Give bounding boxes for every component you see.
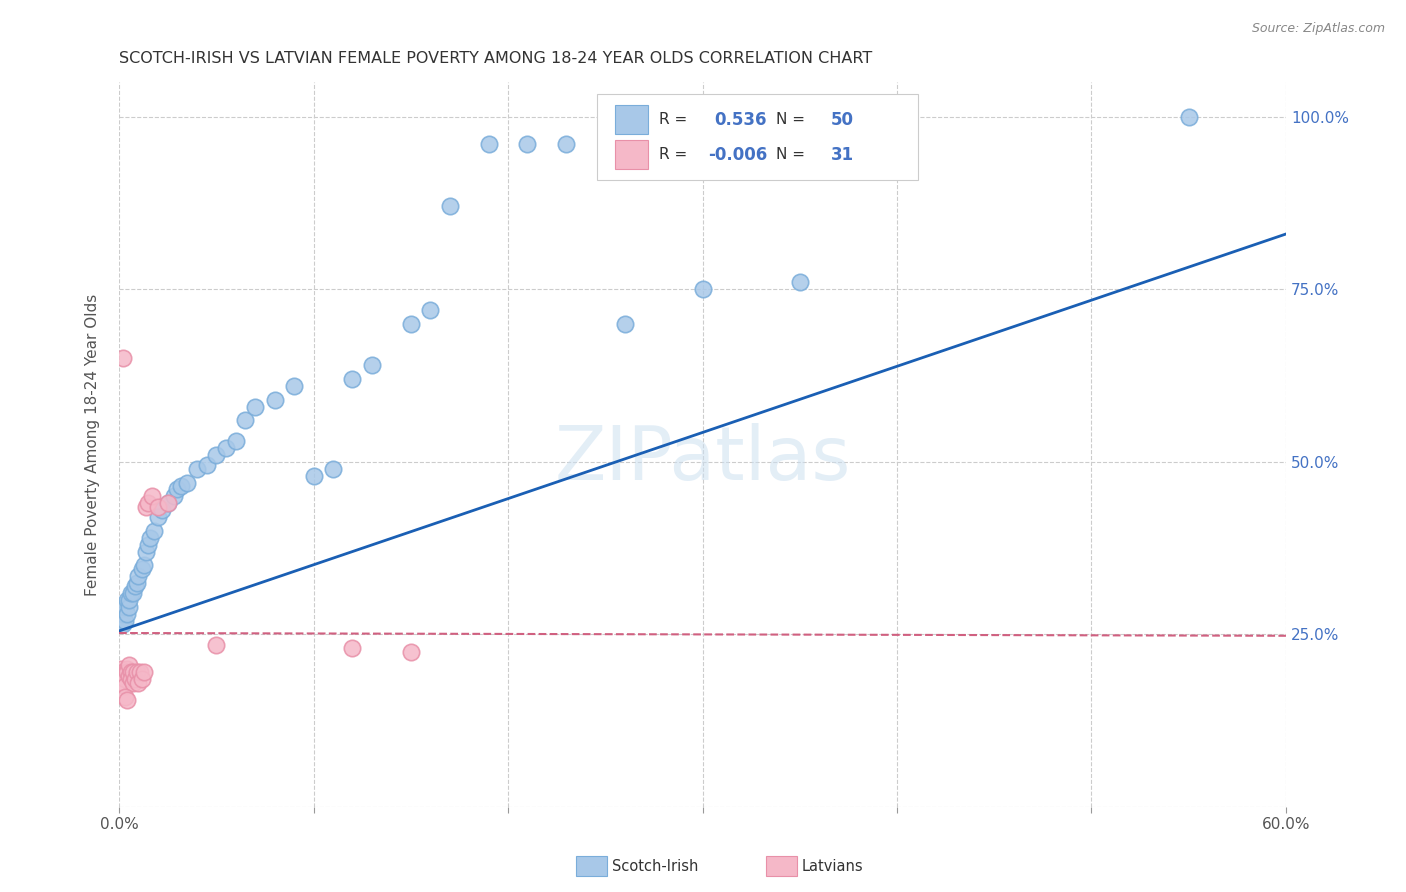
Point xyxy=(111,665,134,680)
Point xyxy=(115,662,138,676)
Point xyxy=(114,673,136,687)
Point xyxy=(118,658,141,673)
Point xyxy=(136,538,159,552)
Point xyxy=(121,665,143,680)
Point xyxy=(121,675,143,690)
Point xyxy=(120,673,142,687)
Point xyxy=(186,461,208,475)
Point xyxy=(613,317,636,331)
Point xyxy=(136,496,159,510)
Point xyxy=(110,669,132,683)
Point xyxy=(322,461,344,475)
Point xyxy=(342,641,364,656)
FancyBboxPatch shape xyxy=(598,95,918,180)
Point xyxy=(115,607,138,621)
Point xyxy=(162,489,184,503)
Text: 0.536: 0.536 xyxy=(714,111,766,128)
Text: R =: R = xyxy=(659,147,692,162)
Point xyxy=(135,544,157,558)
Point xyxy=(134,665,156,680)
Text: SCOTCH-IRISH VS LATVIAN FEMALE POVERTY AMONG 18-24 YEAR OLDS CORRELATION CHART: SCOTCH-IRISH VS LATVIAN FEMALE POVERTY A… xyxy=(120,51,872,66)
Point xyxy=(128,675,150,690)
Bar xyxy=(614,105,648,135)
Text: N =: N = xyxy=(776,147,810,162)
Point xyxy=(125,575,148,590)
Point xyxy=(439,199,461,213)
Point xyxy=(110,614,132,628)
Point xyxy=(115,593,138,607)
Point xyxy=(215,441,238,455)
Point xyxy=(789,276,811,290)
Y-axis label: Female Poverty Among 18-24 Year Olds: Female Poverty Among 18-24 Year Olds xyxy=(86,293,100,596)
Point xyxy=(135,500,157,514)
Text: 50: 50 xyxy=(831,111,853,128)
Point xyxy=(477,137,499,152)
Point xyxy=(120,665,142,680)
Point xyxy=(360,358,382,372)
Point xyxy=(121,586,143,600)
Point xyxy=(245,400,267,414)
Point xyxy=(120,586,142,600)
Point xyxy=(342,372,364,386)
Point xyxy=(419,302,441,317)
Point xyxy=(146,510,169,524)
Point xyxy=(124,579,146,593)
Point xyxy=(118,593,141,607)
Point xyxy=(146,500,169,514)
Point xyxy=(205,638,228,652)
Point xyxy=(110,662,132,676)
Point xyxy=(115,693,138,707)
Point xyxy=(131,673,153,687)
Point xyxy=(150,503,173,517)
Point xyxy=(225,434,247,449)
Point xyxy=(399,645,422,659)
Point xyxy=(195,458,218,473)
Point xyxy=(114,690,136,704)
Point xyxy=(302,468,325,483)
Point xyxy=(114,679,136,693)
Text: -0.006: -0.006 xyxy=(709,145,768,163)
Point xyxy=(263,392,285,407)
Point xyxy=(118,599,141,614)
Point xyxy=(235,413,257,427)
Text: Scotch-Irish: Scotch-Irish xyxy=(612,859,697,873)
Text: Latvians: Latvians xyxy=(801,859,863,873)
Point xyxy=(114,599,136,614)
Point xyxy=(156,496,179,510)
Point xyxy=(176,475,198,490)
Point xyxy=(111,351,134,366)
Point xyxy=(128,568,150,582)
Point xyxy=(111,607,134,621)
Point xyxy=(156,496,179,510)
Point xyxy=(516,137,538,152)
Point xyxy=(111,675,134,690)
Point xyxy=(143,524,166,538)
Point xyxy=(134,558,156,573)
Text: Source: ZipAtlas.com: Source: ZipAtlas.com xyxy=(1251,22,1385,36)
Point xyxy=(125,665,148,680)
Point xyxy=(131,562,153,576)
Point xyxy=(124,673,146,687)
Point xyxy=(129,665,152,680)
Point xyxy=(692,282,714,296)
Point xyxy=(283,379,305,393)
Point xyxy=(111,617,134,632)
Point xyxy=(170,479,193,493)
Text: ZIPatlas: ZIPatlas xyxy=(554,423,851,496)
Point xyxy=(166,483,188,497)
Point xyxy=(141,489,163,503)
Point xyxy=(115,665,138,680)
Point xyxy=(1177,110,1199,124)
Point xyxy=(555,137,578,152)
Text: N =: N = xyxy=(776,112,810,128)
Point xyxy=(114,614,136,628)
Bar xyxy=(614,140,648,169)
Point xyxy=(399,317,422,331)
Text: 31: 31 xyxy=(831,145,853,163)
Point xyxy=(205,448,228,462)
Point xyxy=(118,669,141,683)
Text: R =: R = xyxy=(659,112,692,128)
Point xyxy=(139,531,162,545)
